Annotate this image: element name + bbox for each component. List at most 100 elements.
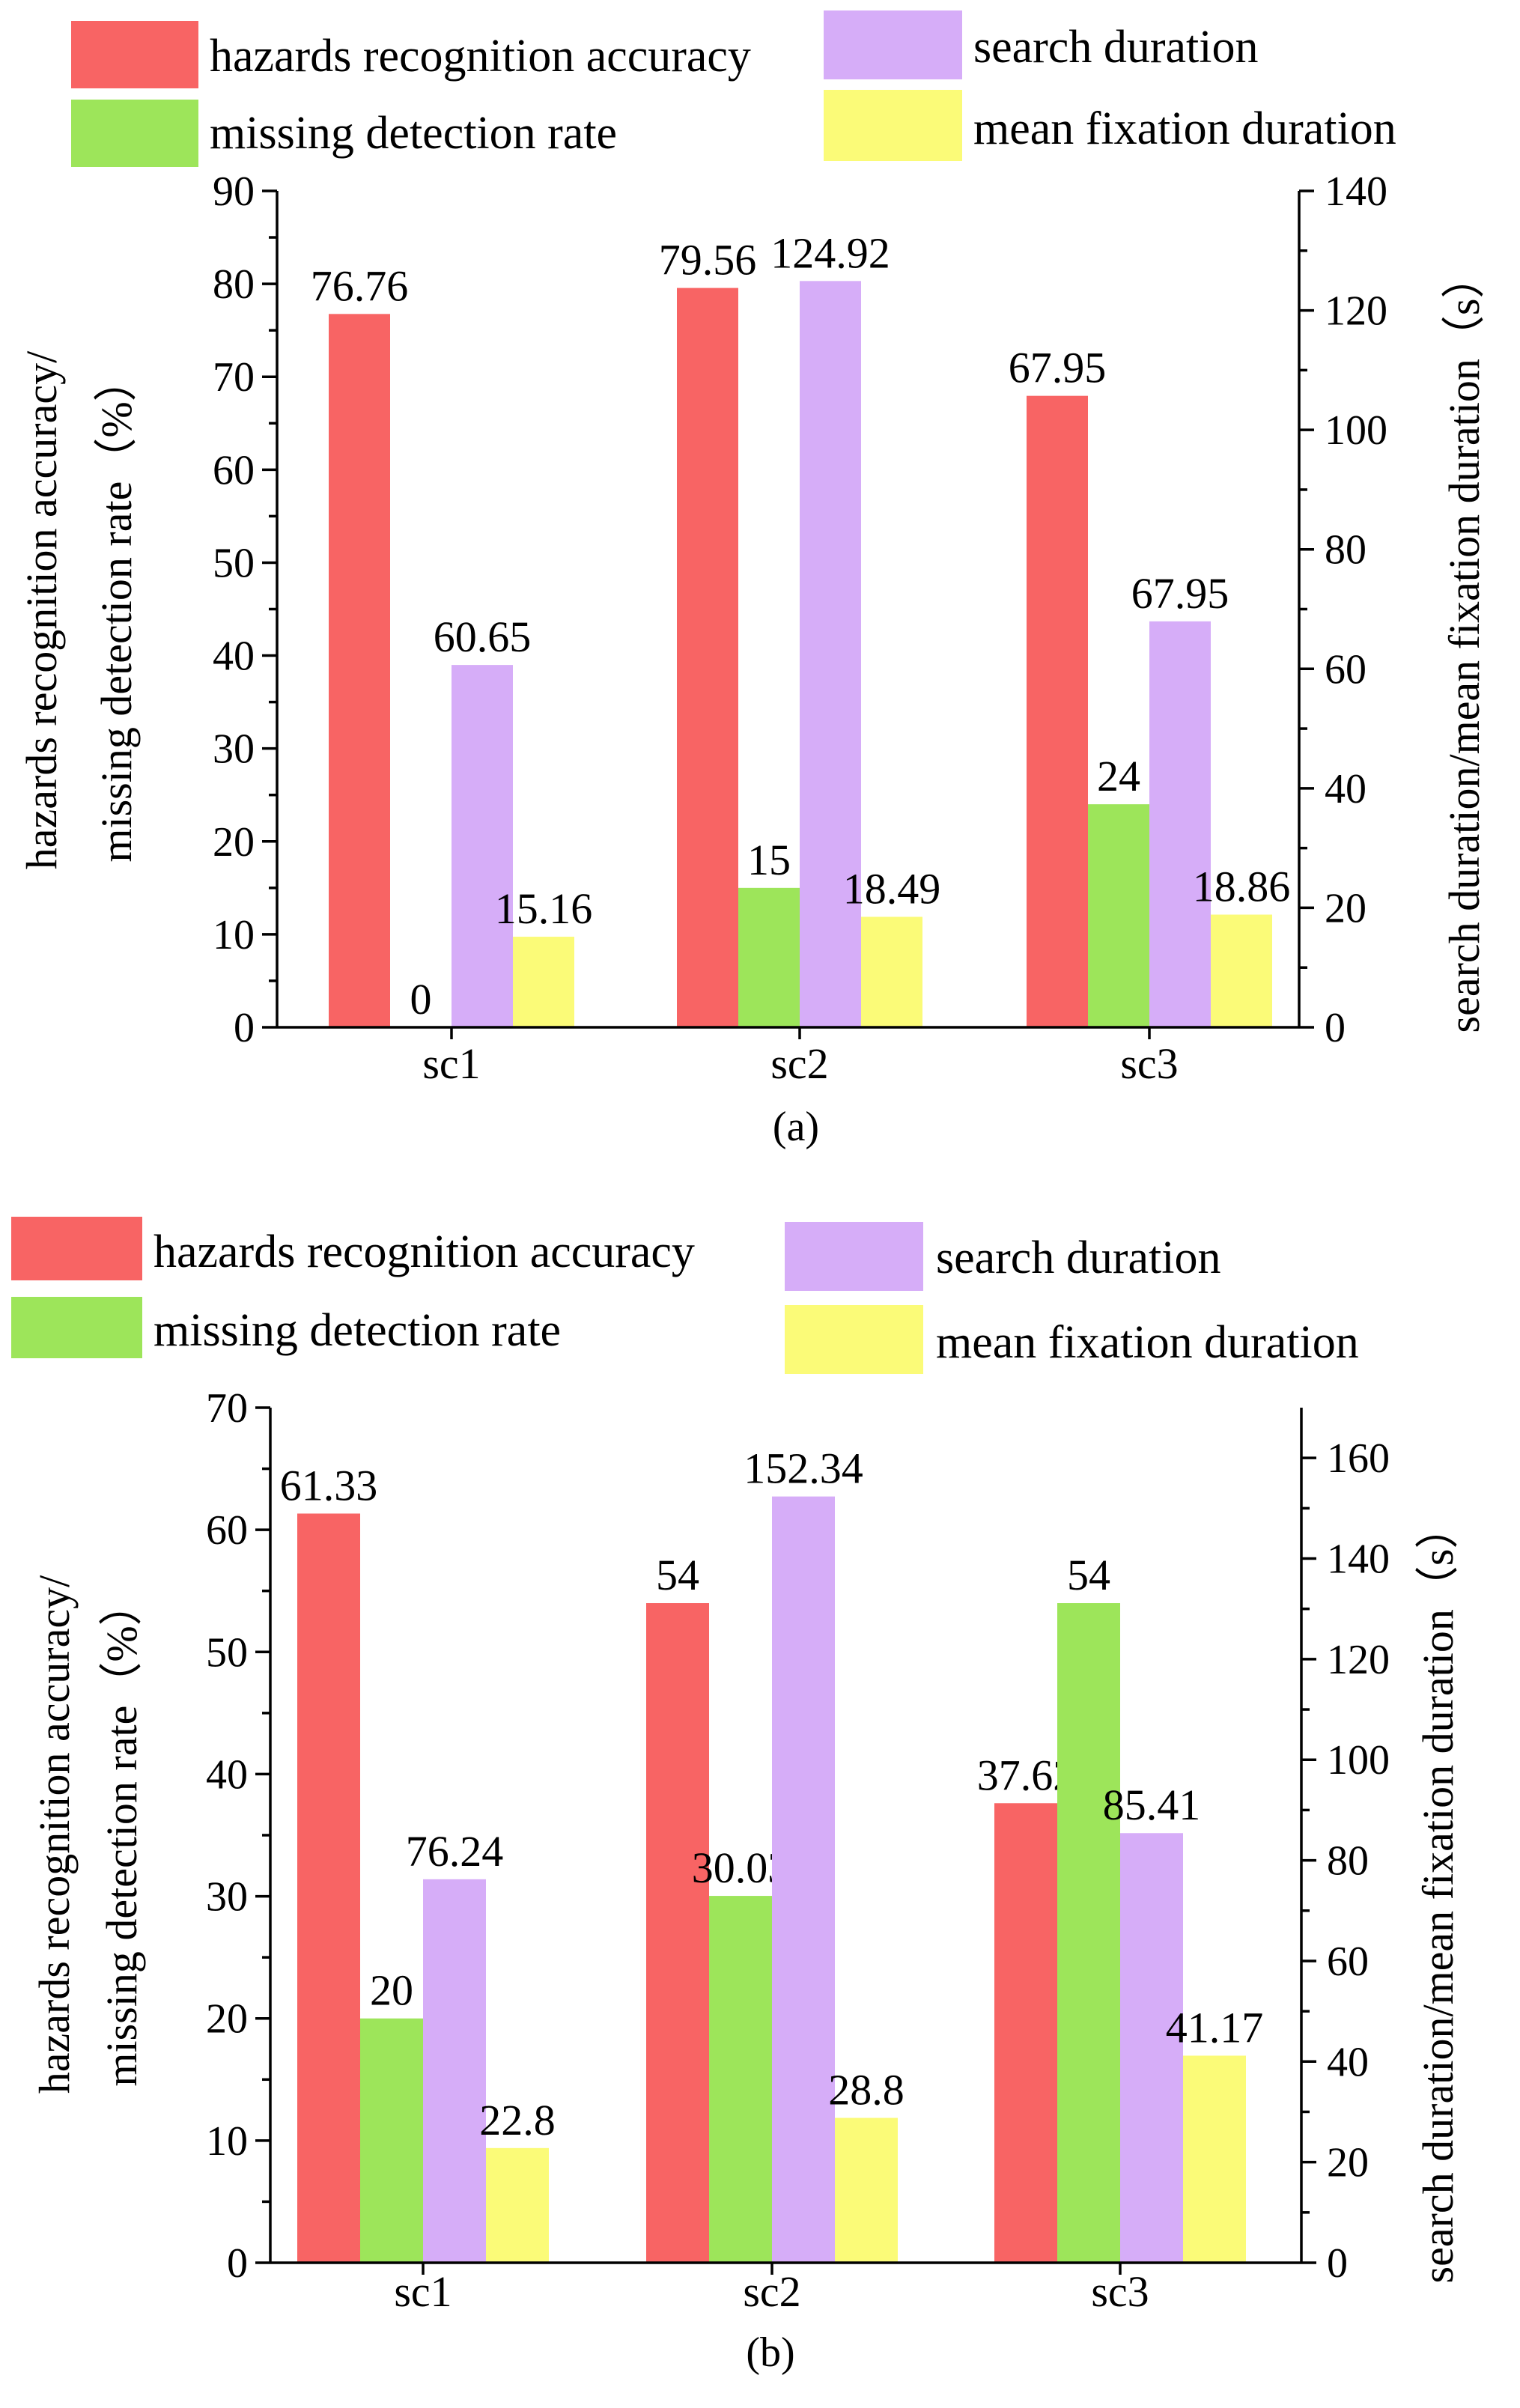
data-label-sc1-series-3: 60.65	[434, 612, 532, 661]
left-y-tick-label-20: 20	[206, 1996, 248, 2043]
data-label-sc3-series-2: 24	[1097, 752, 1140, 800]
left-y-tick-label-40: 40	[213, 633, 255, 680]
bar-sc1-series-4	[486, 2147, 549, 2263]
left-y-axis-title-line-1: hazards recognition accuracy/	[17, 350, 66, 869]
left-y-tick-label-30: 30	[213, 726, 255, 773]
data-label-sc2-series-1: 54	[656, 1551, 699, 1599]
legend-swatch-4	[785, 1305, 923, 1374]
legend-swatch-1	[11, 1217, 142, 1280]
legend-swatch-2	[11, 1297, 142, 1358]
left-y-tick-label-60: 60	[213, 447, 255, 493]
data-label-sc2-series-2: 15	[747, 836, 791, 884]
x-tick-label-sc3: sc3	[1091, 2267, 1149, 2316]
data-label-sc3-series-1: 67.95	[1009, 344, 1107, 392]
right-y-tick-label-60: 60	[1325, 646, 1367, 693]
data-label-sc2-series-3: 152.34	[744, 1444, 863, 1493]
right-y-tick-label-40: 40	[1325, 766, 1367, 812]
data-label-sc1-series-4: 22.8	[479, 2096, 556, 2144]
legend-swatch-3	[824, 10, 962, 79]
right-y-tick-label-0: 0	[1327, 2240, 1348, 2287]
data-label-sc1-series-2: 20	[370, 1966, 413, 2015]
right-y-tick-label-140: 140	[1325, 168, 1387, 215]
right-y-tick-label-60: 60	[1327, 1939, 1369, 1985]
bar-sc1-series-4	[513, 937, 574, 1027]
chart-panel-b: hazards recognition accuracy missing dete…	[11, 1217, 1462, 2376]
bar-sc3-series-2	[1057, 1603, 1120, 2263]
right-y-tick-label-100: 100	[1325, 407, 1387, 454]
data-label-sc3-series-4: 18.86	[1193, 863, 1291, 911]
legend-label-4: mean fixation duration	[936, 1317, 1359, 1368]
legend-label-3: search duration	[936, 1232, 1220, 1283]
data-label-sc1-series-3: 76.24	[406, 1827, 504, 1876]
data-label-sc1-series-4: 15.16	[495, 884, 593, 933]
right-y-tick-label-20: 20	[1325, 885, 1367, 931]
data-label-sc3-series-3: 85.41	[1103, 1781, 1201, 1829]
bar-sc1-series-1	[297, 1513, 360, 2263]
left-y-tick-label-10: 10	[206, 2118, 248, 2165]
bar-sc2-series-2	[709, 1896, 772, 2263]
chart-panel-a: hazards recognition accuracy missing dete…	[17, 10, 1489, 1150]
left-y-tick-label-30: 30	[206, 1874, 248, 1921]
right-y-tick-label-120: 120	[1327, 1637, 1390, 1683]
bar-sc1-series-3	[423, 1879, 486, 2263]
left-y-tick-label-70: 70	[206, 1385, 248, 1432]
data-label-sc3-series-4: 41.17	[1166, 2003, 1264, 2052]
bar-sc2-series-4	[861, 916, 922, 1027]
legend-label-3: search duration	[973, 22, 1258, 73]
panel-label: (a)	[773, 1104, 819, 1150]
legend-swatch-2	[71, 100, 198, 167]
legend-swatch-1	[71, 21, 198, 88]
data-label-sc3-series-3: 67.95	[1131, 569, 1229, 618]
legend-label-2: missing detection rate	[153, 1305, 561, 1356]
legend-label-4: mean fixation duration	[973, 103, 1396, 154]
bar-sc2-series-3	[800, 281, 861, 1027]
bar-sc2-series-1	[677, 288, 738, 1027]
legend-swatch-4	[824, 90, 962, 161]
right-y-tick-label-80: 80	[1327, 1838, 1369, 1885]
bar-sc1-series-3	[452, 665, 513, 1027]
right-y-tick-label-40: 40	[1327, 2039, 1369, 2085]
left-y-tick-label-0: 0	[234, 1005, 255, 1051]
right-y-tick-label-100: 100	[1327, 1737, 1390, 1784]
bar-sc1-series-2	[360, 2018, 423, 2263]
panel-label: (b)	[746, 2329, 794, 2376]
bar-sc1-series-1	[329, 314, 390, 1027]
bar-sc2-series-2	[738, 887, 800, 1027]
left-y-tick-label-0: 0	[227, 2240, 248, 2287]
left-y-tick-label-50: 50	[206, 1629, 248, 1676]
legend-swatch-3	[785, 1222, 923, 1291]
data-label-sc2-series-4: 18.49	[843, 864, 941, 913]
data-label-sc1-series-1: 61.33	[280, 1461, 378, 1509]
right-y-tick-label-80: 80	[1325, 527, 1367, 574]
right-y-axis-title: search duration/mean fixation duration（s…	[1440, 255, 1489, 1033]
x-tick-label-sc2: sc2	[743, 2267, 800, 2316]
x-tick-label-sc2: sc2	[770, 1039, 828, 1088]
data-label-sc2-series-1: 79.56	[659, 236, 757, 285]
bar-sc3-series-2	[1088, 804, 1149, 1027]
left-y-tick-label-80: 80	[213, 261, 255, 308]
left-y-axis-title-line-2: missing detection rate（%）	[92, 358, 141, 862]
bar-sc3-series-1	[1027, 395, 1088, 1027]
data-label-sc1-series-2: 0	[410, 975, 432, 1024]
bar-sc3-series-3	[1120, 1833, 1183, 2263]
left-y-tick-label-10: 10	[213, 912, 255, 958]
x-tick-label-sc1: sc1	[422, 1039, 480, 1088]
bar-sc3-series-4	[1183, 2055, 1246, 2263]
bar-sc2-series-1	[646, 1603, 709, 2263]
legend-label-2: missing detection rate	[210, 108, 617, 159]
x-tick-label-sc1: sc1	[394, 2267, 452, 2316]
legend-label-1: hazards recognition accuracy	[210, 31, 751, 82]
bar-sc2-series-4	[835, 2117, 898, 2263]
legend-label-1: hazards recognition accuracy	[153, 1226, 695, 1277]
left-y-tick-label-60: 60	[206, 1507, 248, 1554]
x-tick-label-sc3: sc3	[1120, 1039, 1178, 1088]
bar-sc3-series-3	[1149, 621, 1211, 1027]
left-y-tick-label-70: 70	[213, 354, 255, 401]
right-y-tick-label-160: 160	[1327, 1435, 1390, 1482]
left-y-tick-label-90: 90	[213, 168, 255, 215]
left-y-axis-title-line-1: hazards recognition accuracy/	[30, 1575, 79, 2094]
left-y-axis-title-line-2: missing detection rate（%）	[97, 1582, 146, 2086]
right-y-tick-label-0: 0	[1325, 1005, 1346, 1051]
